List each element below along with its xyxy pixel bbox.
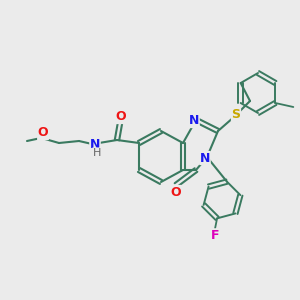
Text: O: O	[116, 110, 126, 124]
Text: F: F	[211, 229, 219, 242]
Text: N: N	[200, 152, 210, 164]
Text: N: N	[189, 115, 199, 128]
Text: H: H	[93, 148, 101, 158]
Text: O: O	[171, 185, 181, 199]
Text: S: S	[232, 109, 241, 122]
Text: O: O	[38, 127, 48, 140]
Text: N: N	[90, 139, 100, 152]
